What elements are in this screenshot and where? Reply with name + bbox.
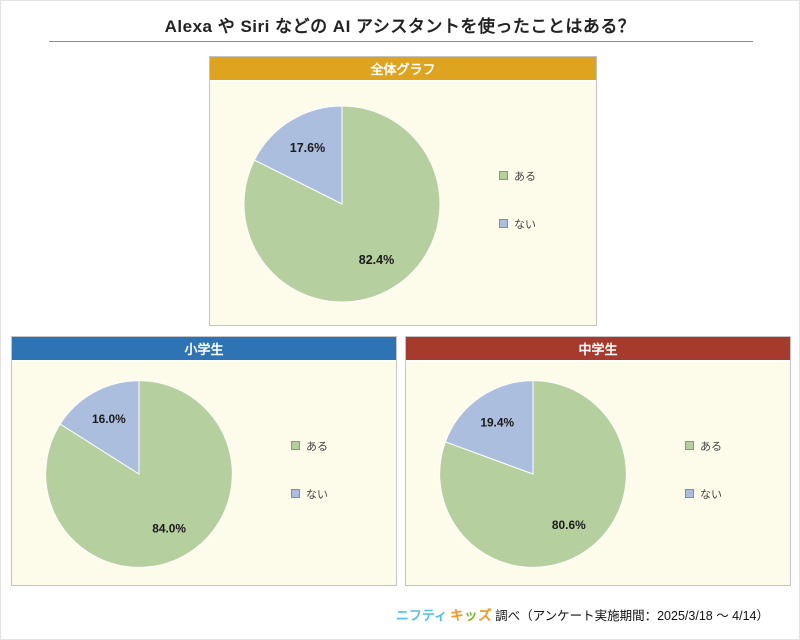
legend-item-yes: ある <box>499 168 536 184</box>
chart-title-junior-high: 中学生 <box>578 342 618 357</box>
legend-swatch-no <box>499 219 508 228</box>
brand-kids-char: キ <box>450 608 465 623</box>
pie-chart-elementary: 84.0% 16.0% <box>45 379 233 568</box>
title-divider <box>49 41 753 42</box>
brand-kids-logo: キッズ <box>450 604 492 624</box>
chart-header-junior-high: 中学生 <box>406 337 790 362</box>
legend-label-no: ない <box>306 488 328 501</box>
pie-chart-junior-high: 80.6% 19.4% <box>439 379 627 568</box>
page-title: Alexa や Siri などの AI アシスタントを使ったことはある？ <box>164 17 636 36</box>
legend-label-yes: ある <box>514 170 536 183</box>
legend-item-no: ない <box>291 486 328 502</box>
legend-swatch-no <box>685 489 694 498</box>
source-credit: ニフティ キッズ 調べ（アンケート実施期間：2025/3/18 ～ 4/14） <box>396 604 769 624</box>
chart-body-junior-high: 80.6% 19.4% ある ない <box>406 362 790 585</box>
chart-body-elementary: 84.0% 16.0% ある ない <box>12 362 396 585</box>
chart-panel-junior-high: 中学生 80.6% 19.4% ある ない <box>405 336 791 586</box>
svg-text:19.4%: 19.4% <box>480 415 514 429</box>
legend-swatch-yes <box>685 441 694 450</box>
legend-overall: ある ない <box>499 168 536 232</box>
brand-nifty: ニフティ <box>395 608 448 623</box>
chart-header-elementary: 小学生 <box>12 337 396 362</box>
svg-text:84.0%: 84.0% <box>152 521 186 535</box>
legend-label-no: ない <box>514 218 536 231</box>
legend-item-no: ない <box>685 486 722 502</box>
brand-kids-char: ズ <box>478 608 493 623</box>
chart-title-overall: 全体グラフ <box>370 62 436 77</box>
legend-swatch-yes <box>499 171 508 180</box>
legend-label-yes: ある <box>306 440 328 453</box>
legend-swatch-yes <box>291 441 300 450</box>
chart-panel-overall: 全体グラフ 82.4% 17.6% ある ない <box>209 56 597 326</box>
svg-text:82.4%: 82.4% <box>359 252 394 266</box>
legend-item-yes: ある <box>291 438 328 454</box>
legend-elementary: ある ない <box>291 438 328 502</box>
svg-text:17.6%: 17.6% <box>290 141 325 155</box>
brand-kids-char: ッ <box>464 608 479 623</box>
pie-chart-overall: 82.4% 17.6% <box>243 104 441 302</box>
legend-label-no: ない <box>700 488 722 501</box>
legend-item-yes: ある <box>685 438 722 454</box>
chart-body-overall: 82.4% 17.6% ある ない <box>210 82 596 325</box>
chart-panel-elementary: 小学生 84.0% 16.0% ある ない <box>11 336 397 586</box>
legend-swatch-no <box>291 489 300 498</box>
legend-junior-high: ある ない <box>685 438 722 502</box>
svg-text:16.0%: 16.0% <box>92 412 126 426</box>
chart-title-elementary: 小学生 <box>184 342 224 357</box>
legend-label-yes: ある <box>700 440 722 453</box>
chart-header-overall: 全体グラフ <box>210 57 596 82</box>
survey-period-text: 調べ（アンケート実施期間：2025/3/18 ～ 4/14） <box>495 609 769 623</box>
legend-item-no: ない <box>499 216 536 232</box>
svg-text:80.6%: 80.6% <box>552 518 586 532</box>
